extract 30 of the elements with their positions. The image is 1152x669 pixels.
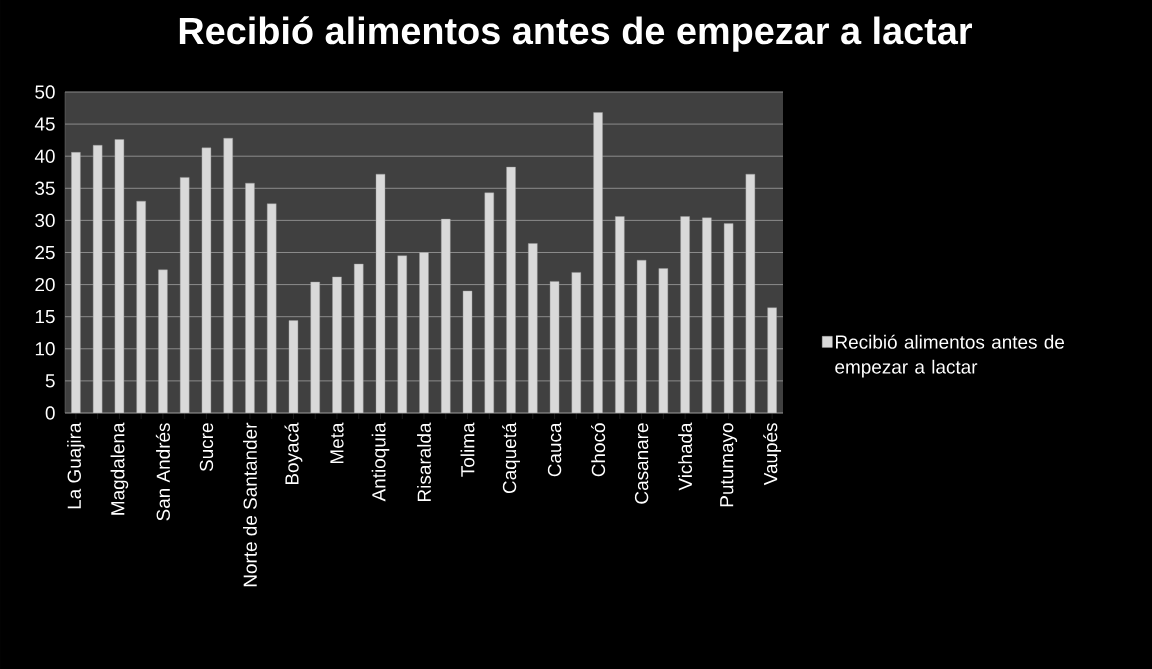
x-tick-label: Tolima <box>460 422 475 477</box>
y-tick-label: 0 <box>45 406 55 420</box>
y-tick-label: 45 <box>34 117 55 131</box>
x-tick-label: Meta <box>330 422 344 464</box>
x-tick-label: Magdalena <box>110 422 129 515</box>
chart-title: Recibió alimentos antes de empezar a lactar <box>179 16 973 52</box>
x-tick-label: Cauca <box>547 422 562 477</box>
x-tick-label: Casanare <box>634 423 649 504</box>
y-tick-label: 30 <box>35 213 55 228</box>
y-tick-label: 20 <box>35 277 55 292</box>
x-tick-label: San Andrés <box>155 423 170 521</box>
legend-label: Recibió alimentos antes de empezar a lactar <box>835 334 1065 378</box>
y-tick-label: 25 <box>35 245 55 260</box>
x-tick-label: Caquetá <box>502 422 520 494</box>
x-tick-label: Antioquia <box>371 422 390 502</box>
x-tick-label: Sucre <box>199 423 214 472</box>
x-tick-label: Chocó <box>591 423 606 477</box>
x-tick-label: Vaupés <box>763 423 782 486</box>
y-tick-label: 35 <box>35 181 55 195</box>
y-tick-label: 15 <box>35 310 55 324</box>
y-tick-label: 5 <box>45 374 55 388</box>
x-tick-label: Boyacá <box>284 422 303 485</box>
y-tick-label: 10 <box>35 342 55 356</box>
x-tick-label: Risaralda <box>417 422 431 501</box>
x-tick-label: Norte de Santander <box>243 422 257 587</box>
x-tick-label: La Guajira <box>67 422 85 509</box>
y-tick-label: 40 <box>34 149 55 163</box>
y-tick-label: 50 <box>35 85 55 99</box>
x-tick-label: Putumayo <box>720 423 738 507</box>
x-tick-label: Vichada <box>678 422 693 491</box>
